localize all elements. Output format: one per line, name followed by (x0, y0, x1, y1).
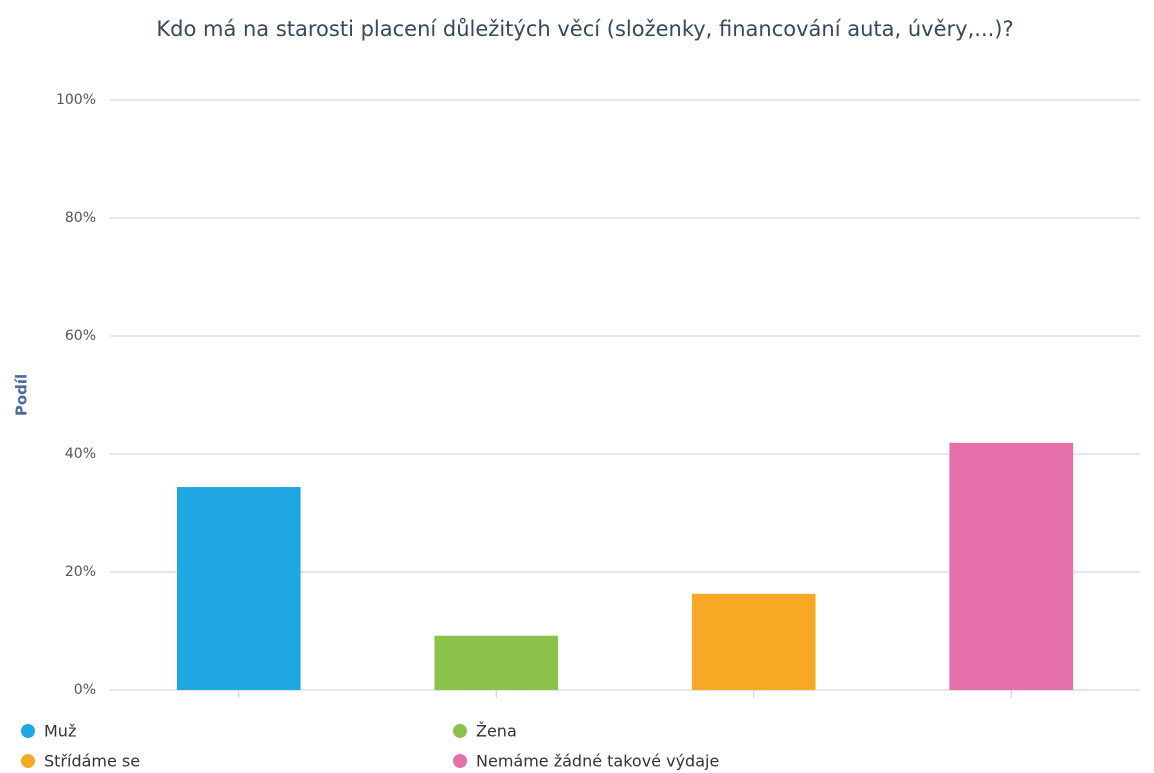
y-tick-label: 20% (65, 564, 96, 580)
legend-label: Muž (44, 722, 76, 741)
chart-title: Kdo má na starosti placení důležitých vě… (156, 17, 1013, 41)
y-tick-label: 0% (74, 682, 96, 698)
bar (434, 635, 559, 690)
y-tick-label: 80% (65, 210, 96, 226)
legend-label: Žena (476, 722, 517, 741)
legend-marker (453, 754, 467, 768)
legend-label: Střídáme se (44, 752, 140, 771)
legend-label: Nemáme žádné takové výdaje (476, 752, 719, 771)
y-tick-label: 100% (56, 92, 96, 108)
bar (949, 442, 1074, 690)
bar (176, 487, 301, 690)
bar (691, 593, 816, 690)
y-tick-label: 60% (65, 328, 96, 344)
y-axis-label: Podíl (13, 374, 31, 416)
legend-marker (21, 754, 35, 768)
legend-marker (453, 724, 467, 738)
legend-marker (21, 724, 35, 738)
y-tick-label: 40% (65, 446, 96, 462)
